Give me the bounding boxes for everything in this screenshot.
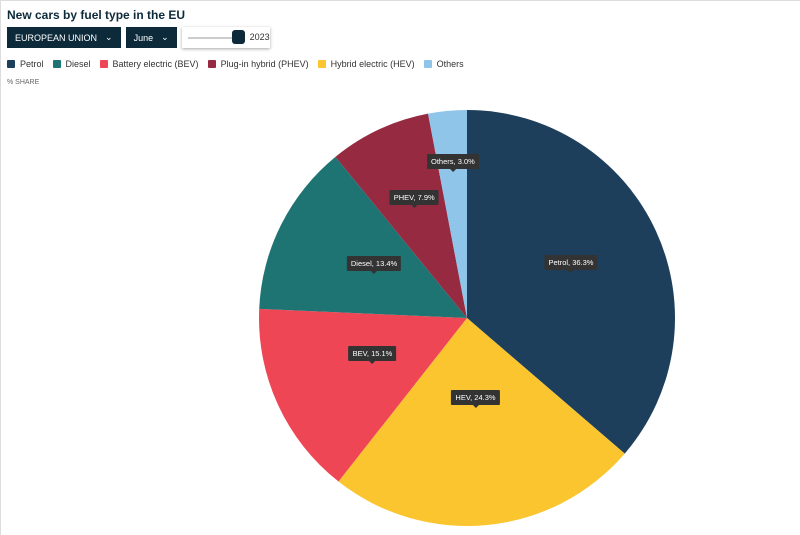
pie-slice-diesel[interactable] [259,156,467,318]
legend-label: Hybrid electric (HEV) [330,59,415,69]
slider-track[interactable] [187,37,242,39]
legend-label: Battery electric (BEV) [112,59,199,69]
chevron-down-icon: ⌄ [161,32,169,42]
legend-label: Petrol [20,59,44,69]
legend-label: Others [436,59,464,69]
region-dropdown[interactable]: EUROPEAN UNION ⌄ [7,27,121,48]
pie-slice-bev[interactable] [259,308,467,482]
data-label: Diesel, 13.4% [346,256,402,275]
legend-item[interactable]: Hybrid electric (HEV) [317,59,415,69]
year-slider[interactable]: 2023 [181,27,270,48]
legend-item[interactable]: Battery electric (BEV) [99,59,199,69]
legend-swatch [7,60,15,68]
data-label: Others, 3.0% [427,153,479,172]
legend-item[interactable]: Petrol [7,59,44,69]
pie-slice-hev[interactable] [338,318,625,526]
chevron-down-icon: ⌄ [105,32,113,42]
month-dropdown[interactable]: June ⌄ [125,27,177,48]
legend-item[interactable]: Others [423,59,464,69]
controls: EUROPEAN UNION ⌄ June ⌄ 2023 [7,27,270,48]
region-value: EUROPEAN UNION [15,32,98,43]
year-value: 2023 [249,32,270,42]
pie-slice-petrol[interactable] [467,110,676,454]
legend-swatch [52,60,61,68]
legend: Petrol Diesel Battery electric (BEV) Plug-i… [7,59,464,69]
unit-label: % SHARE [7,79,40,86]
legend-swatch [207,60,216,68]
legend-swatch [99,60,108,68]
data-label: Petrol, 36.3% [544,255,598,274]
month-value: June [133,32,154,43]
legend-item[interactable]: Diesel [52,59,91,69]
data-label: HEV, 24.3% [451,389,500,408]
legend-swatch [317,60,326,68]
data-label: PHEV, 7.9% [389,189,439,208]
legend-swatch [423,60,432,68]
data-label: BEV, 15.1% [348,346,397,365]
legend-label: Diesel [65,59,91,69]
legend-item[interactable]: Plug-in hybrid (PHEV) [207,59,309,69]
legend-label: Plug-in hybrid (PHEV) [220,59,309,69]
chart-title: New cars by fuel type in the EU [7,8,186,22]
slider-handle[interactable] [231,30,245,44]
